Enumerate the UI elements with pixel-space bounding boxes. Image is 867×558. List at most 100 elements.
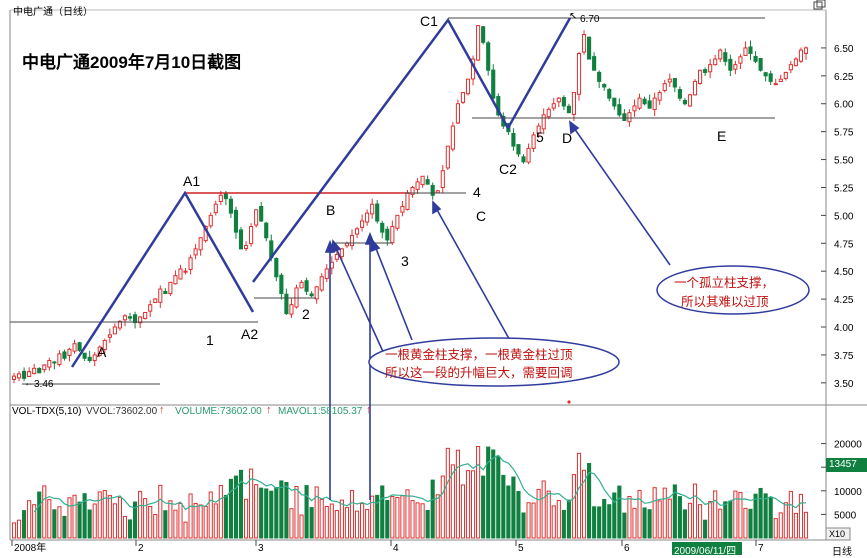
candle-body	[218, 194, 223, 203]
candle-body	[445, 145, 450, 169]
candle-body	[612, 97, 617, 107]
candle-body	[592, 56, 597, 71]
candle-body	[652, 97, 657, 110]
candle-body	[22, 370, 27, 379]
candle-body	[375, 203, 380, 222]
volume-bar	[42, 485, 47, 539]
volume-bar	[728, 500, 733, 539]
label-1: 1	[206, 332, 214, 348]
volume-bar	[193, 503, 198, 539]
volume-bar	[733, 490, 738, 539]
volume-bar	[148, 505, 153, 539]
volume-bar	[496, 456, 501, 539]
volume-bar	[798, 493, 804, 539]
x-axis-label: 4	[393, 543, 399, 554]
candle-body	[708, 64, 713, 73]
label-c1: C1	[420, 13, 438, 29]
volume-bar	[107, 495, 112, 539]
volume-bar	[173, 509, 178, 539]
current-date: 2009/06/11/四	[674, 546, 737, 557]
candle-body	[92, 354, 97, 362]
candle-body	[153, 298, 158, 303]
price-tick-label: 4.50	[834, 267, 854, 278]
x-axis-label: 2	[138, 543, 144, 554]
candle-body	[254, 209, 259, 226]
candle-body	[440, 170, 445, 188]
candle-body	[289, 304, 294, 315]
volume-bar	[556, 500, 561, 539]
volume-bar	[687, 502, 693, 539]
volume-bar	[22, 510, 27, 539]
volume-bar	[329, 503, 334, 539]
volume-bar	[82, 493, 87, 539]
volume-bar	[440, 475, 445, 539]
volume-bar	[380, 485, 385, 539]
candle-body	[803, 47, 809, 54]
volume-vvol: VVOL:73602.00	[86, 406, 158, 417]
volume-bar	[425, 509, 430, 539]
volume-bar	[465, 470, 471, 539]
volume-bar	[682, 509, 687, 539]
price-tick-label: 6.50	[834, 44, 854, 55]
label-c2: C2	[499, 161, 517, 177]
volume-bar	[486, 446, 491, 539]
candle-body	[395, 214, 400, 229]
candle-body	[672, 78, 677, 88]
volume-bar	[11, 522, 17, 539]
candle-body	[450, 125, 455, 150]
volume-bar	[254, 484, 259, 539]
candle-body	[425, 179, 430, 185]
volume-bar	[642, 507, 647, 539]
volume-bar	[455, 449, 460, 539]
volume-bar	[304, 485, 309, 539]
candle-body	[783, 71, 788, 79]
candle-body	[87, 356, 92, 362]
candle-body	[521, 156, 526, 163]
candle-body	[546, 108, 551, 118]
volume-bar	[561, 509, 566, 539]
candle-body	[400, 205, 405, 213]
candle-body	[67, 348, 72, 356]
candle-body	[198, 237, 203, 251]
volume-bar	[188, 493, 193, 539]
label-2: 2	[302, 306, 310, 322]
volume-bar	[289, 508, 294, 539]
price-tick-label: 4.00	[834, 323, 854, 334]
candle-body	[788, 64, 793, 71]
candle-body	[566, 105, 571, 114]
candle-body	[662, 83, 667, 91]
annotation-bubble-1	[368, 337, 620, 387]
volume-bar	[339, 499, 344, 539]
volume-bar	[420, 503, 425, 539]
volume-bar	[793, 512, 798, 539]
candle-body	[481, 26, 486, 43]
volume-bar	[395, 496, 400, 539]
volume-bar	[309, 507, 314, 539]
volume-ma-line	[33, 454, 807, 513]
candle-body	[405, 192, 410, 210]
volume-bar	[32, 504, 37, 539]
candle-body	[279, 274, 284, 295]
bubble2-line1: 一个孤立柱支撑，	[674, 276, 775, 290]
candle-body	[677, 89, 682, 99]
candle-body	[47, 360, 52, 368]
volume-bar	[72, 494, 77, 539]
price-tick-label: 3.75	[834, 351, 854, 362]
current-volume-badge	[826, 458, 867, 472]
window-restore-icon[interactable]	[813, 1, 823, 10]
candle-body	[178, 268, 183, 280]
volume-bar	[723, 501, 728, 539]
label-5: 5	[536, 129, 544, 145]
volume-bar	[284, 481, 289, 539]
price-tick-label: 5.50	[834, 156, 854, 167]
volume-bar	[470, 470, 476, 539]
candle-body	[703, 69, 708, 73]
volume-tick-label: 5000	[834, 510, 857, 521]
volume-bar	[390, 496, 395, 539]
label-a1: A1	[183, 173, 201, 189]
candle-body	[556, 97, 561, 103]
volume-bar	[778, 512, 783, 539]
volume-bar	[27, 500, 32, 539]
candle-body	[465, 78, 471, 95]
volume-bar	[677, 496, 682, 539]
